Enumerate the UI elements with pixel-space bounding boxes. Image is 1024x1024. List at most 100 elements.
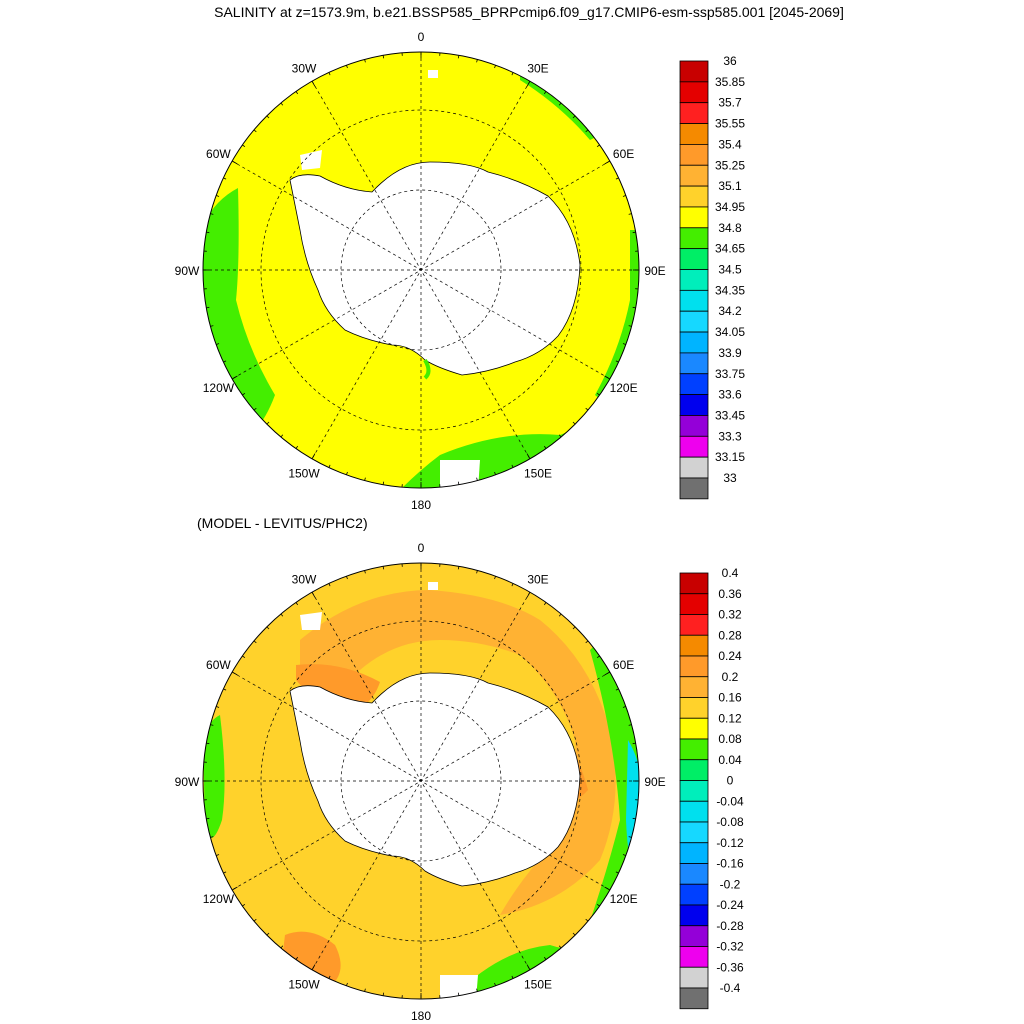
colorbar-box-10	[679, 780, 709, 802]
map-tick	[328, 464, 331, 468]
colorbar-label-6: 0.16	[718, 691, 742, 705]
map-tick	[476, 477, 478, 481]
map-tick	[494, 64, 496, 69]
map-tick	[558, 945, 562, 949]
map-tick	[280, 613, 284, 617]
colorbar-box-0	[679, 572, 709, 595]
map-tick	[596, 903, 600, 907]
map-tick	[494, 471, 496, 476]
colorbar-label-18: -0.32	[716, 940, 744, 954]
colorbar-label-8: 0.08	[718, 732, 742, 746]
top-island-north	[428, 70, 438, 78]
map-tick	[558, 434, 562, 438]
colorbar-label-16: -0.24	[716, 898, 744, 912]
map-tick	[585, 918, 589, 922]
lon-label-0: 0	[418, 30, 425, 44]
colorbar-label-2: 0.32	[718, 608, 742, 622]
map-tick	[511, 464, 514, 468]
map-tick	[232, 886, 238, 891]
map-tick	[328, 583, 331, 587]
lon-label-3: 90E	[644, 264, 665, 278]
colorbar-box-17	[679, 415, 709, 437]
map-tick	[382, 55, 385, 59]
map-tick	[511, 583, 514, 587]
map-tick	[632, 231, 636, 234]
map-tick	[585, 640, 589, 644]
colorbar-box-16	[679, 904, 709, 927]
map-tick	[476, 59, 478, 63]
colorbar-label-3: 35.55	[715, 117, 745, 131]
map-tick	[543, 445, 547, 449]
colorbar-label-7: 0.12	[718, 711, 742, 725]
colorbar-box-14	[679, 863, 709, 885]
colorbar-label-15: 33.75	[715, 367, 745, 381]
map-tick	[280, 434, 284, 438]
map-tick	[364, 59, 366, 63]
lon-label-5: 150E	[524, 978, 552, 992]
lon-label-2: 60E	[613, 147, 634, 161]
map-tick	[615, 871, 619, 874]
map-tick	[543, 956, 547, 960]
colorbar-box-8	[679, 227, 709, 250]
colorbar-label-5: 0.2	[722, 670, 739, 684]
figure-title: SALINITY at z=1573.9m, b.e21.BSSP585_BPR…	[214, 4, 844, 20]
map-tick	[223, 177, 227, 180]
map-tick	[223, 871, 227, 874]
colorbar-box-1	[679, 81, 709, 104]
bottom-west-green	[203, 715, 225, 838]
lon-label-2: 60E	[613, 658, 634, 672]
colorbar-label-18: 33.3	[718, 429, 742, 443]
map-tick	[585, 407, 589, 411]
map-tick	[242, 903, 246, 907]
colorbar-box-11	[679, 289, 709, 312]
colorbar-box-10	[679, 269, 709, 291]
map-tick	[215, 706, 220, 708]
map-tick	[382, 992, 385, 996]
map-tick	[632, 306, 636, 309]
colorbar-box-3	[679, 123, 709, 145]
colorbar-label-2: 35.7	[718, 96, 742, 110]
map-tick	[215, 854, 220, 856]
colorbar-label-14: -0.16	[716, 857, 744, 871]
map-tick	[622, 343, 627, 345]
colorbar-box-13	[679, 331, 709, 354]
colorbar-box-18	[679, 435, 709, 458]
colorbar-box-16	[679, 394, 709, 416]
map-tick	[572, 421, 576, 425]
map-tick	[572, 115, 576, 119]
colorbar-box-15	[679, 373, 709, 396]
lon-label-11: 30W	[292, 572, 317, 586]
colorbar-label-17: -0.28	[716, 919, 744, 933]
map-tick	[543, 602, 547, 606]
colorbar-label-9: 34.65	[715, 242, 745, 256]
colorbar-label-1: 35.85	[715, 75, 745, 89]
colorbar-box-19	[679, 966, 709, 989]
colorbar-box-13	[679, 842, 709, 864]
colorbar-box-4	[679, 143, 709, 166]
colorbar-label-7: 34.95	[715, 200, 745, 214]
colorbar-label-1: 0.36	[718, 587, 742, 601]
map-tick	[615, 177, 619, 180]
colorbar-box-12	[679, 821, 709, 844]
map-tick	[511, 72, 514, 76]
colorbar-label-11: -0.04	[716, 794, 744, 808]
map-tick	[632, 817, 636, 820]
top-colorbar: 36 35.85 35.7 35.55 35.4 35.25 35.1 34.95 34.8 34…	[679, 54, 745, 500]
map-tick	[604, 375, 610, 380]
map-tick	[457, 566, 460, 570]
map-tick	[206, 742, 210, 745]
bottom-dark-orange-west	[296, 664, 380, 712]
lon-label-0: 0	[418, 541, 425, 555]
map-tick	[476, 570, 478, 574]
map-tick	[223, 360, 227, 363]
colorbar-label-20: 33	[723, 471, 737, 485]
colorbar-label-4: 0.24	[718, 649, 742, 663]
bottom-orange-ring	[300, 590, 616, 915]
colorbar-box-17	[679, 925, 709, 947]
map-tick	[596, 655, 600, 659]
top-longitude-labels: 0 30E 60E 90E 120E 150E 180 150W 120W 90W 60W 30W	[175, 30, 666, 512]
map-tick	[266, 421, 270, 425]
lon-label-6: 180	[411, 498, 431, 512]
lon-label-1: 30E	[527, 572, 548, 586]
colorbar-label-0: 0.4	[722, 566, 739, 580]
